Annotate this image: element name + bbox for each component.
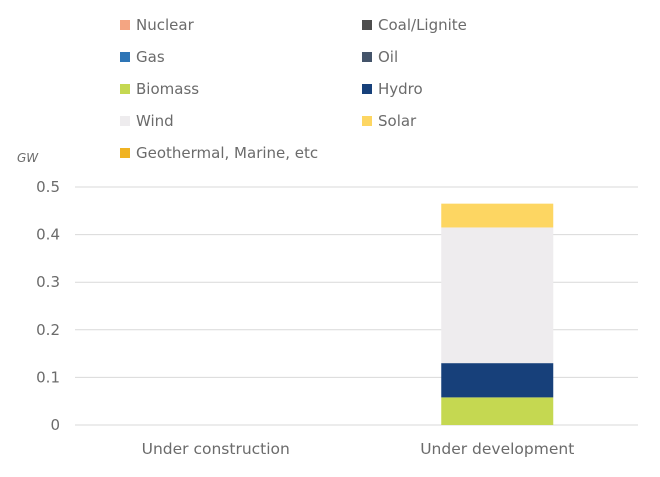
legend-label-solar: Solar	[378, 112, 417, 130]
legend-label-biomass: Biomass	[136, 80, 199, 98]
legend-label-gas: Gas	[136, 48, 165, 66]
legend-label-hydro: Hydro	[378, 80, 423, 98]
legend-label-geothermal-marine-etc: Geothermal, Marine, etc	[136, 144, 318, 162]
x-category-label: Under development	[420, 440, 574, 458]
legend: Nuclear Coal/Lignite Gas Oil Biomass Hydro Win…	[120, 16, 467, 162]
y-axis-ticks: 0 0.1 0.2 0.3 0.4 0.5	[36, 178, 60, 434]
y-tick-label: 0.4	[36, 226, 60, 244]
bar-under-development-wind	[441, 227, 554, 364]
bar-under-development-biomass	[441, 397, 554, 425]
gridlines	[75, 186, 638, 426]
x-axis-labels: Under construction Under development	[142, 440, 575, 458]
y-tick-label: 0.5	[36, 178, 60, 196]
legend-swatch-nuclear	[120, 20, 130, 30]
bars	[441, 203, 554, 425]
y-tick-label: 0	[50, 416, 60, 434]
legend-swatch-biomass	[120, 84, 130, 94]
legend-swatch-hydro	[362, 84, 372, 94]
y-axis-unit-label: GW	[17, 151, 39, 165]
legend-swatch-gas	[120, 52, 130, 62]
legend-swatch-coal-lignite	[362, 20, 372, 30]
legend-swatch-solar	[362, 116, 372, 126]
legend-label-wind: Wind	[136, 112, 174, 130]
y-tick-label: 0.1	[36, 368, 60, 386]
legend-label-coal-lignite: Coal/Lignite	[378, 16, 467, 34]
y-tick-label: 0.2	[36, 321, 60, 339]
y-tick-label: 0.3	[36, 273, 60, 291]
legend-swatch-geothermal-marine-etc	[120, 148, 130, 158]
legend-swatch-oil	[362, 52, 372, 62]
legend-label-nuclear: Nuclear	[136, 16, 195, 34]
bar-under-development-solar	[441, 203, 554, 228]
legend-swatch-wind	[120, 116, 130, 126]
x-category-label: Under construction	[142, 440, 290, 458]
legend-label-oil: Oil	[378, 48, 398, 66]
bar-under-development-hydro	[441, 363, 554, 398]
